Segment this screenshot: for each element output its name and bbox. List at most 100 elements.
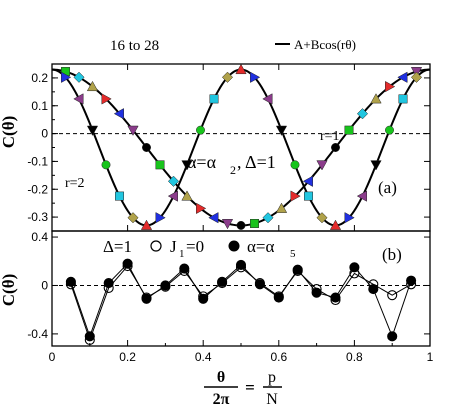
panel-b-point-filled (368, 284, 379, 295)
panel-a-params-annotation: α=α 2 , Δ=1 (187, 152, 276, 177)
panel-a-ytick-label: -0.1 (27, 154, 48, 168)
panel-b-point-filled (65, 276, 76, 287)
panel-b-series-line-1 (70, 262, 412, 338)
panel-a-marker (167, 190, 178, 202)
panel-a-marker (370, 93, 382, 104)
panel-b-point-filled (406, 275, 417, 286)
panel-a-marker (196, 125, 205, 135)
x-axis-label: θ 2π = p N (204, 369, 282, 408)
panel-b-ylabel: C(θ) (0, 274, 18, 306)
panel-a-marker (385, 125, 394, 135)
panel-b-ticks: -0.400.40 0.2 0.4 0.6 0.8 1 (27, 230, 433, 364)
panel-b-series-line-0 (70, 265, 412, 342)
panel-b-point-filled (160, 280, 171, 291)
xlabel-equals: = (245, 378, 255, 397)
panel-a-range-annotation: 16 to 28 (110, 38, 159, 54)
panel-a-marker (344, 125, 354, 135)
panel-a-marker (73, 71, 85, 83)
panel-a-marker (236, 220, 246, 230)
panel-b-series (65, 258, 417, 345)
legend-j: J (170, 237, 177, 256)
panel-b-ytick-label: -0.4 (27, 327, 48, 341)
panel-a-marker (221, 71, 234, 83)
panel-a-ytick-label: -0.3 (27, 210, 48, 224)
panel-b-point-filled (349, 262, 360, 273)
fit-curve-r2 (51, 68, 431, 227)
params-delta: , Δ=1 (237, 152, 276, 172)
panel-a-fit-curves (51, 68, 431, 227)
fit-curve-r1 (51, 68, 431, 227)
panel-a-marker (167, 175, 180, 187)
panel-a-ytick-label: 0.1 (31, 99, 48, 113)
panel-a-marker (86, 125, 99, 136)
panel-a-marker (290, 190, 301, 202)
panel-a-marker (155, 212, 166, 224)
legend-open-circle-icon (150, 240, 162, 252)
panel-a-marker (290, 160, 300, 170)
panel-a-marker (262, 212, 274, 224)
panel-a-marker (209, 94, 219, 104)
panel-a-marker (344, 212, 355, 224)
legend-filled-circle-icon (228, 240, 240, 252)
panel-a-marker (196, 202, 207, 215)
panel-a-marker (142, 143, 151, 152)
xlabel-n: N (266, 391, 278, 408)
panel-a-marker (140, 219, 153, 230)
panel-a-marker (397, 71, 408, 83)
panel-a-marker (385, 80, 396, 93)
panel-a-frame (51, 63, 431, 232)
panel-b-legend: Δ=1 J 1 =0 α=α 5 (103, 237, 296, 260)
xlabel-theta: θ (217, 369, 225, 386)
panel-b-point-filled (179, 263, 190, 274)
panel-a-marker (235, 63, 247, 75)
panel-a-marker (262, 93, 273, 105)
panel-b-xtick-label: 1 (427, 350, 434, 364)
panel-a-legend-label: A+Bcos(rθ) (294, 37, 356, 52)
xlabel-p: p (268, 369, 276, 386)
curve-label-r1: r=1 (320, 129, 340, 144)
panel-a-marker (250, 71, 261, 83)
panel-b-point-filled (122, 258, 133, 269)
panel-a-marker (181, 160, 193, 171)
panel-b-point-filled (387, 331, 398, 342)
curve-label-r2: r=2 (65, 176, 85, 191)
panel-a-marker (208, 212, 219, 224)
legend-alpha-sub: 5 (290, 248, 296, 260)
params-alpha-sub: 2 (230, 163, 236, 177)
panel-b-point-filled (84, 331, 95, 342)
panel-b-point-filled (217, 276, 228, 287)
panel-a-marker (275, 125, 288, 136)
panel-a-marker (86, 80, 99, 92)
panel-a-marker (316, 160, 328, 171)
panel-a-marker (398, 94, 408, 104)
panel-a-marker (101, 160, 111, 170)
legend-j-tail: =0 (186, 237, 204, 256)
panel-a-marker (181, 190, 193, 201)
panel-a-marker (275, 202, 288, 213)
panel-a-marker (61, 71, 72, 83)
panel-b-xtick-label: 0.6 (270, 350, 287, 364)
panel-a-marker (155, 160, 165, 170)
panel-b-point-open (387, 290, 398, 301)
panel-a-marker (410, 71, 423, 83)
panel-b-ytick-label: 0 (41, 278, 48, 292)
panel-b-point-filled (141, 293, 152, 304)
panel-b-point-filled (311, 287, 322, 298)
panel-b-point-filled (235, 259, 247, 270)
panel-a-marker (331, 143, 340, 152)
legend-alpha: α=α (247, 237, 274, 256)
xlabel-2pi: 2π (213, 391, 230, 408)
panel-a-markers (61, 63, 423, 230)
panel-b-ytick-label: 0.4 (31, 230, 48, 244)
panel-b-xtick-label: 0.8 (346, 350, 363, 364)
panel-b-point-filled (254, 279, 265, 290)
panel-a-marker (127, 125, 139, 136)
panel-a-marker (356, 108, 369, 120)
panel-a-marker (113, 108, 124, 120)
panel-a-marker (101, 93, 112, 105)
panel-a-ytick-label: -0.2 (27, 182, 48, 196)
panel-a-ylabel: C(θ) (0, 116, 18, 148)
panel-b-point-filled (273, 292, 284, 303)
panel-b-xtick-label: 0.2 (119, 350, 136, 364)
